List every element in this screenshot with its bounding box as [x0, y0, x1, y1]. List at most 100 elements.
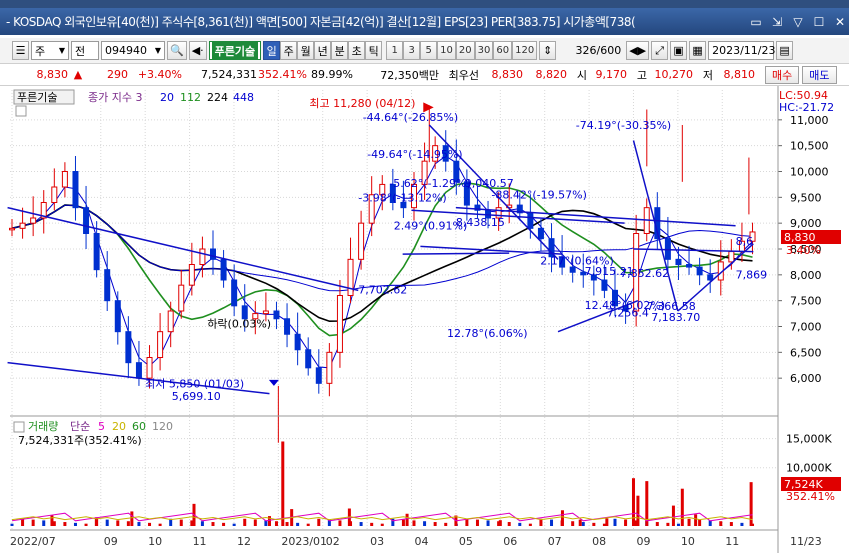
candle-body	[559, 256, 566, 268]
date-tick-label: 10	[681, 535, 695, 548]
price-panel-name-box[interactable]	[13, 89, 75, 105]
candle-body	[114, 300, 121, 333]
candle-body	[146, 357, 153, 379]
interval-button-60[interactable]: 60	[493, 41, 513, 60]
volume-bar	[560, 510, 564, 526]
price-axis: 6,000 6,500 7,000 7,500 8,000 8,500 9,000 9,500…	[778, 114, 829, 385]
current-volume-tag-pct: 352.41%	[786, 490, 835, 503]
volume-bar	[31, 519, 35, 526]
market-select[interactable]: 전	[71, 41, 99, 60]
menu-list-icon[interactable]: ☰	[12, 41, 29, 60]
top-menu-strip	[0, 0, 849, 8]
volume-ma-label: 단순	[70, 420, 90, 433]
arrows-icon[interactable]: ◀▶	[626, 41, 650, 60]
minimize-icon[interactable]: ▽	[793, 14, 803, 29]
period-button-tick[interactable]: 틱	[365, 41, 383, 60]
period-button-minute[interactable]: 분	[331, 41, 349, 60]
candle-body	[252, 313, 259, 320]
volume-bar	[645, 481, 649, 526]
calendar-icon[interactable]: ▤	[776, 41, 794, 60]
sell-button[interactable]: 매도	[802, 65, 837, 84]
candle-body	[400, 202, 407, 209]
settings-icon[interactable]	[15, 105, 27, 117]
date-tick-label: 02	[326, 535, 340, 548]
period-button-day[interactable]: 일	[263, 41, 281, 60]
volume-bar	[719, 521, 723, 526]
period-button-year[interactable]: 년	[314, 41, 332, 60]
date-tick-label: 06	[503, 535, 517, 548]
close-icon[interactable]: ✕	[834, 14, 846, 29]
volume-bar	[749, 482, 753, 526]
candle-body	[83, 207, 90, 234]
volume-bar	[137, 522, 141, 526]
expand-icon[interactable]: ⤢	[651, 41, 669, 60]
interval-button-120[interactable]: 120	[512, 41, 538, 60]
vol-ma-20-line	[11, 516, 753, 521]
restore-icon[interactable]: ▭	[750, 14, 762, 29]
high-label: 고	[636, 68, 647, 82]
candle-body	[104, 269, 111, 302]
volume-bar	[624, 519, 628, 526]
current-volume-tag-text: 7,524K	[784, 478, 823, 491]
date-input[interactable]: 2023/11/23	[708, 41, 776, 60]
scroll-stepper[interactable]: ⇕	[539, 41, 557, 60]
volume-bar	[708, 520, 712, 526]
volume-bar	[631, 478, 635, 526]
volume-bar	[671, 505, 675, 526]
volume-bar	[190, 520, 194, 526]
volume-bar	[539, 518, 543, 526]
interval-button-10[interactable]: 10	[437, 41, 456, 60]
maximize-icon[interactable]: ☐	[813, 14, 825, 29]
interval-button-5[interactable]: 5	[420, 41, 438, 60]
period-button-second[interactable]: 초	[348, 41, 366, 60]
volume-bar	[52, 521, 56, 526]
volume-panel-name: 거래량	[28, 420, 58, 433]
stock-name: 푸른기술	[211, 42, 259, 59]
period-button-month[interactable]: 월	[297, 41, 315, 60]
date-tick-label: 05	[459, 535, 473, 548]
stock-name-box[interactable]: 푸른기술	[208, 41, 262, 60]
volume-bar	[581, 522, 585, 526]
change-percent: +3.40%	[137, 68, 182, 81]
search-icon[interactable]: 🔍	[167, 41, 187, 60]
interval-button-3[interactable]: 3	[403, 41, 421, 60]
interval-button-1[interactable]: 1	[386, 41, 404, 60]
interval-button-30[interactable]: 30	[474, 41, 494, 60]
volume-bar	[605, 518, 609, 526]
candle-body	[410, 183, 417, 209]
period-button-week[interactable]: 주	[280, 41, 298, 60]
sound-icon[interactable]: ◀·	[188, 41, 207, 60]
volume-bar	[243, 518, 247, 526]
price-panel-name: 푸른기술	[17, 91, 57, 104]
volume-bar	[264, 520, 268, 526]
price-tick-label: 7,500	[790, 295, 822, 308]
candle-body	[347, 258, 354, 296]
detach-icon[interactable]: ⇲	[771, 14, 783, 29]
candle-body	[421, 160, 428, 185]
volume-settings-icon[interactable]	[13, 421, 25, 433]
volume-bar	[148, 522, 152, 526]
trend-lines	[7, 124, 754, 395]
chart-annotation: 최저 5,850 (01/03)	[145, 377, 244, 390]
price-tick-label: 9,000	[790, 217, 822, 230]
volume-bar	[222, 522, 226, 526]
stock-chart[interactable]: 푸른기술 종가 지수 3 20 112 224 448 LC:50.94 HC:…	[0, 86, 849, 553]
candle-body	[51, 186, 58, 203]
interval-button-20[interactable]: 20	[455, 41, 475, 60]
volume-bar	[498, 520, 502, 526]
volume-bar	[497, 521, 501, 526]
volume-bar	[84, 523, 88, 526]
save-icon[interactable]: ▣	[670, 41, 688, 60]
stock-code-input[interactable]: 094940 ▼	[101, 41, 165, 60]
buy-button[interactable]: 매수	[765, 65, 800, 84]
high-price: 10,270	[654, 68, 694, 81]
chart-annotation: -74.19°(-30.35%)	[576, 119, 671, 132]
candle-body	[40, 202, 47, 219]
volume-bar	[412, 520, 416, 526]
count-display[interactable]: 326/600	[575, 44, 622, 57]
chart-annotation: -88.42°(-19.57%)	[491, 188, 586, 201]
candle-body	[749, 231, 756, 242]
type-select[interactable]: 주 ▼	[31, 41, 69, 60]
grid-icon[interactable]: ▦	[689, 41, 707, 60]
candle-body	[358, 222, 365, 260]
